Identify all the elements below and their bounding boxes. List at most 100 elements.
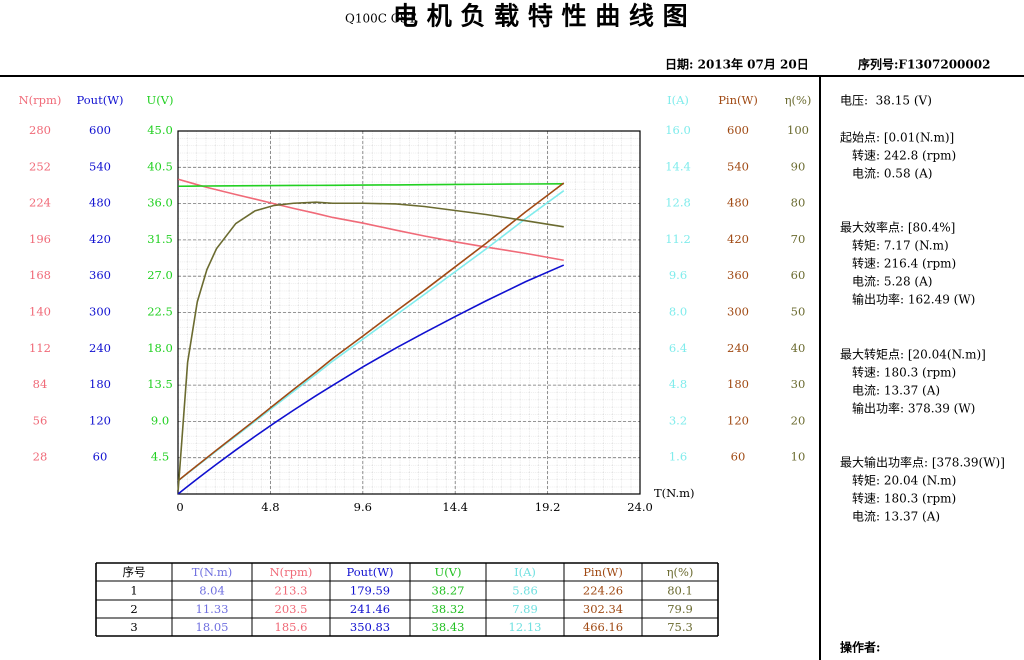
y-tick-label: 420 [89,232,111,246]
operator: 操作者: [840,640,880,655]
y-tick-label: 9.0 [151,413,169,427]
table-cell: 8.04 [199,584,225,598]
x-tick-label: 4.8 [261,500,279,514]
section-line: 转速: 242.8 (rpm) [852,148,956,163]
series-line [177,201,564,491]
y-tick-label: 3.2 [669,413,687,427]
y-tick-label: 13.5 [147,377,173,391]
table-cell: 1 [130,584,137,598]
section-line: 电流: 13.37 (A) [852,510,940,524]
y-tick-label: 140 [29,305,51,319]
page-title: 电 机 负 载 特 性 曲 线 图 [393,2,688,31]
y-tick-label: 540 [727,159,749,173]
section-line: 输出功率: 162.49 (W) [852,292,975,307]
table-cell: 18.05 [196,620,229,634]
date: 日期: 2013年 07月 20日 [665,57,809,72]
section-title: 最大转矩点: [20.04(N.m)] [840,347,986,362]
table-header: Pin(W) [583,565,623,579]
table-cell: 11.33 [196,602,229,616]
plot: 0 4.8 9.6 14.4 19.2 24.0T(N.m) N(rpm) 28 56 84 112… [19,93,812,514]
y-tick-label: 80 [791,196,806,210]
y-tick-label: 60 [731,450,746,464]
y-tick-label: 40 [791,341,806,355]
section-title: 最大效率点: [80.4%] [840,220,955,235]
x-tick-label: 14.4 [442,500,468,514]
y-tick-label: 240 [727,341,749,355]
x-tick-label: 9.6 [354,500,372,514]
table-header: I(A) [514,565,536,579]
series-line [177,182,565,482]
y-tick-label: 600 [89,123,111,137]
table-cell: 203.5 [275,602,308,616]
y-tick-label: 60 [93,450,108,464]
section-line: 转矩: 20.04 (N.m) [852,473,956,488]
table-cell: 38.32 [432,602,465,616]
y-tick-label: 480 [727,196,749,210]
table-cell: 80.1 [667,584,693,598]
axis-title: N(rpm) [19,93,62,107]
y-tick-label: 36.0 [147,196,173,210]
table-cell: 5.86 [512,584,538,598]
y-tick-label: 50 [791,305,806,319]
axis-title: η(%) [785,93,812,107]
y-tick-label: 168 [29,268,51,282]
y-tick-label: 300 [727,305,749,319]
plot-frame [177,130,641,495]
table-cell: 213.3 [275,584,308,598]
y-tick-label: 420 [727,232,749,246]
section-title: 起始点: [0.01(N.m)] [840,131,954,145]
y-tick-label: 16.0 [665,123,691,137]
y-tick-label: 45.0 [147,123,173,137]
table-cell: 7.89 [512,602,538,616]
y-tick-label: 180 [727,377,749,391]
y-tick-label: 112 [29,341,51,355]
y-tick-label: 600 [727,123,749,137]
y-tick-label: 100 [787,123,809,137]
section-line: 电流: 13.37 (A) [852,384,940,398]
axis-title: U(V) [147,93,174,107]
y-tick-label: 360 [89,268,111,282]
y-tick-label: 20 [791,413,806,427]
serial: 序列号:F1307200002 [858,57,990,72]
y-tick-label: 280 [29,123,51,137]
x-axis-label: T(N.m) [654,486,695,500]
table-cell: 38.43 [432,620,465,634]
y-tick-label: 18.0 [147,341,173,355]
y-tick-label: 252 [29,159,51,173]
y-tick-label: 224 [29,196,51,210]
table-cell: 75.3 [667,620,693,634]
table-cell: 241.46 [350,602,390,616]
y-tick-label: 6.4 [669,341,687,355]
y-tick-label: 27.0 [147,268,173,282]
series-line [177,264,565,495]
y-tick-label: 84 [33,377,48,391]
section-line: 转速: 216.4 (rpm) [852,256,956,271]
section-line: 电流: 0.58 (A) [852,167,932,181]
x-tick-label: 19.2 [535,500,561,514]
table-cell: 350.83 [350,620,390,634]
y-tick-label: 300 [89,305,111,319]
y-tick-label: 22.5 [147,305,173,319]
table-cell: 224.26 [583,584,623,598]
y-tick-label: 4.8 [669,377,687,391]
y-tick-label: 28 [33,450,48,464]
y-tick-label: 196 [29,232,51,246]
y-tick-label: 14.4 [665,159,691,173]
y-tick-label: 60 [791,268,806,282]
table-header: η(%) [667,565,694,579]
axis-title: Pout(W) [76,93,123,107]
data-table: 序号 1 2 3 T(N.m) 8.04 11.33 18.05 N(rpm) 213.3 203.… [95,562,719,637]
x-tick-label: 24.0 [627,500,653,514]
section-line: 转速: 180.3 (rpm) [852,365,956,380]
y-tick-label: 480 [89,196,111,210]
series-line [178,183,564,188]
y-tick-label: 1.6 [669,450,687,464]
series-line [177,178,564,262]
y-tick-label: 9.6 [669,268,687,282]
section-line: 输出功率: 378.39 (W) [852,401,975,416]
y-tick-label: 540 [89,159,111,173]
y-tick-label: 12.8 [665,196,691,210]
table-cell: 12.13 [509,620,542,634]
table-cell: 466.16 [583,620,623,634]
